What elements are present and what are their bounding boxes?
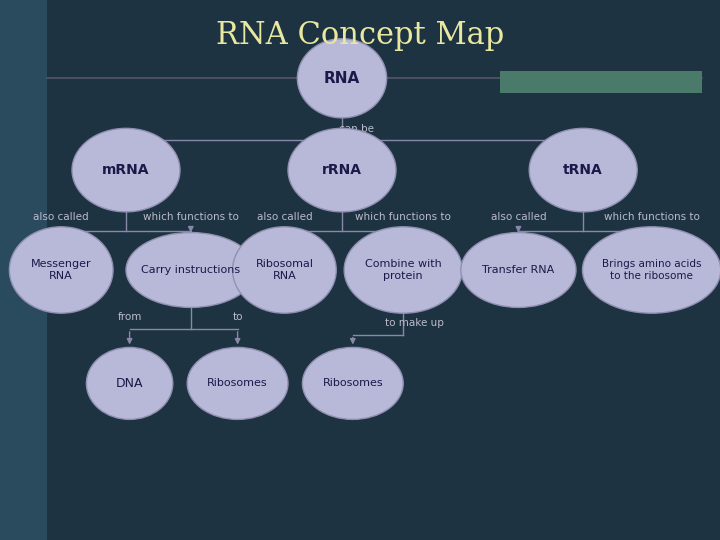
Text: DNA: DNA xyxy=(116,377,143,390)
Ellipse shape xyxy=(344,227,462,313)
Ellipse shape xyxy=(529,129,637,212)
Ellipse shape xyxy=(233,227,336,313)
Text: Ribosomes: Ribosomes xyxy=(207,379,268,388)
Text: which functions to: which functions to xyxy=(355,212,451,222)
Ellipse shape xyxy=(461,233,576,307)
Ellipse shape xyxy=(86,347,173,420)
Text: Ribosomal
RNA: Ribosomal RNA xyxy=(256,259,313,281)
Text: to make up: to make up xyxy=(384,318,444,328)
Text: which functions to: which functions to xyxy=(603,212,700,222)
Text: tRNA: tRNA xyxy=(563,163,603,177)
Ellipse shape xyxy=(72,129,180,212)
Text: Messenger
RNA: Messenger RNA xyxy=(31,259,91,281)
Text: Combine with
protein: Combine with protein xyxy=(365,259,441,281)
Text: also called: also called xyxy=(33,212,89,222)
Ellipse shape xyxy=(582,227,720,313)
Ellipse shape xyxy=(288,129,396,212)
Text: Brings amino acids
to the ribosome: Brings amino acids to the ribosome xyxy=(602,259,701,281)
Text: which functions to: which functions to xyxy=(143,212,239,222)
Ellipse shape xyxy=(126,233,256,307)
FancyBboxPatch shape xyxy=(500,71,702,93)
Text: RNA: RNA xyxy=(324,71,360,86)
Text: from: from xyxy=(117,312,142,322)
Text: also called: also called xyxy=(490,212,546,222)
Text: RNA Concept Map: RNA Concept Map xyxy=(216,19,504,51)
Text: also called: also called xyxy=(256,212,312,222)
Text: mRNA: mRNA xyxy=(102,163,150,177)
Ellipse shape xyxy=(187,347,288,420)
FancyBboxPatch shape xyxy=(0,0,47,540)
Text: Ribosomes: Ribosomes xyxy=(323,379,383,388)
Text: to: to xyxy=(233,312,243,322)
Ellipse shape xyxy=(297,39,387,118)
Ellipse shape xyxy=(9,227,113,313)
Text: rRNA: rRNA xyxy=(322,163,362,177)
Text: Transfer RNA: Transfer RNA xyxy=(482,265,554,275)
Text: Carry instructions: Carry instructions xyxy=(141,265,240,275)
Text: can be: can be xyxy=(339,124,374,134)
Ellipse shape xyxy=(302,347,403,420)
